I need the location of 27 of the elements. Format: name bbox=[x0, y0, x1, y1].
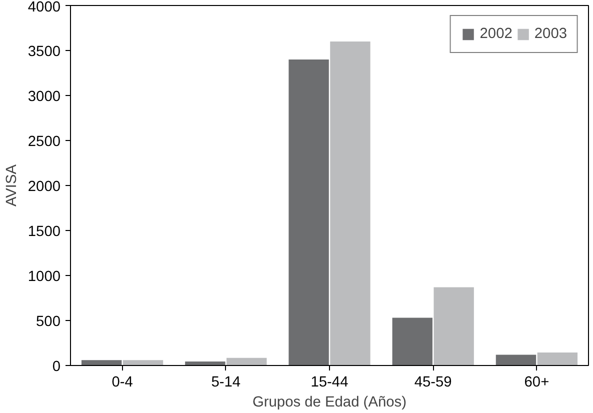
y-tick-label: 3500 bbox=[28, 44, 61, 60]
x-tick-label: 5-14 bbox=[211, 374, 241, 390]
y-tick-label: 2500 bbox=[28, 134, 61, 150]
bar bbox=[81, 360, 122, 366]
y-axis-title: AVISA bbox=[4, 164, 20, 207]
bar bbox=[496, 354, 536, 366]
x-axis-title: Grupos de Edad (Años) bbox=[252, 394, 406, 410]
bar bbox=[226, 358, 267, 366]
legend-label: 2003 bbox=[534, 26, 567, 42]
bar bbox=[122, 360, 164, 366]
y-tick-label: 3000 bbox=[28, 89, 61, 105]
y-tick-label: 4000 bbox=[28, 0, 61, 16]
bar bbox=[288, 60, 329, 366]
y-tick-label: 1500 bbox=[28, 224, 61, 240]
y-tick-label: 2000 bbox=[28, 179, 61, 195]
y-tick-label: 0 bbox=[52, 359, 61, 375]
bar bbox=[330, 42, 370, 366]
bar bbox=[537, 352, 578, 366]
x-tick-label: 60+ bbox=[524, 374, 550, 390]
x-tick-label: 45-59 bbox=[414, 374, 452, 390]
bar bbox=[392, 318, 432, 366]
x-tick-label: 15-44 bbox=[310, 374, 348, 390]
bar bbox=[434, 287, 474, 366]
y-tick-label: 500 bbox=[36, 314, 61, 330]
y-tick-label: 1000 bbox=[28, 269, 61, 285]
x-tick-label: 0-4 bbox=[112, 374, 133, 390]
legend-label: 2002 bbox=[480, 26, 512, 42]
